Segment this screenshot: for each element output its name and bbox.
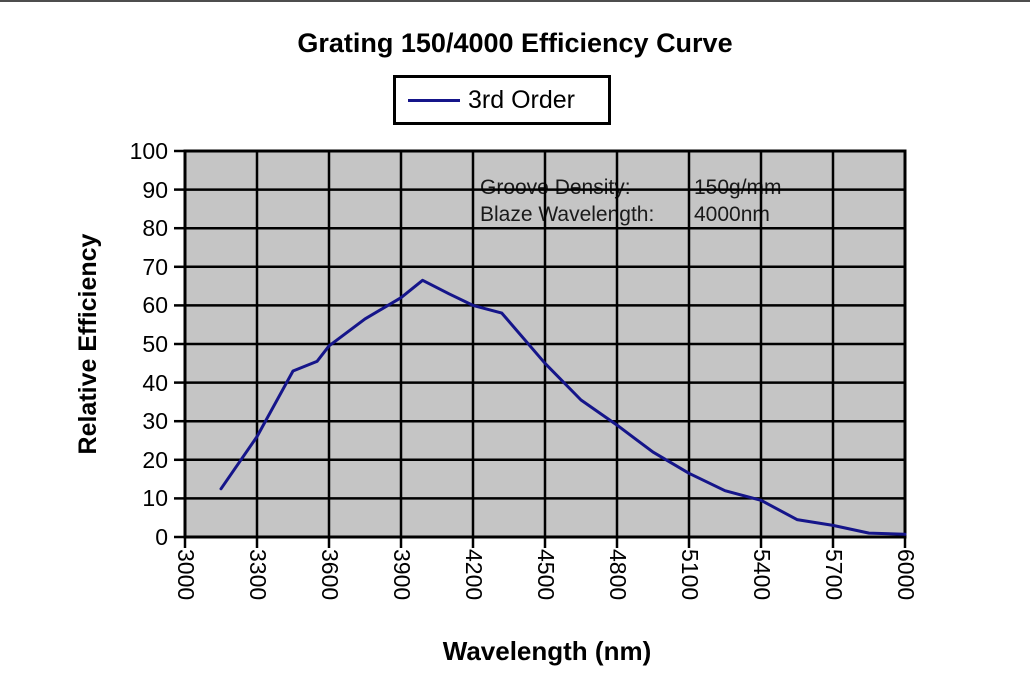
y-tick-label: 60 [142, 292, 168, 319]
y-tick-label: 90 [142, 176, 168, 203]
x-tick-label: 4200 [461, 549, 487, 601]
y-tick-label: 50 [142, 331, 168, 357]
y-tick-label: 100 [129, 138, 168, 164]
y-tick-label: 80 [142, 215, 168, 242]
y-tick-label: 20 [142, 446, 168, 473]
x-tick-label: 3000 [173, 549, 199, 601]
efficiency-curve [219, 278, 907, 536]
y-tick-label: 10 [142, 485, 168, 512]
annotation-value: 150g/mm [694, 176, 782, 199]
y-tick-label: 70 [142, 253, 168, 280]
y-tick-label: 0 [155, 524, 168, 550]
chart-title: Grating 150/4000 Efficiency Curve [297, 28, 733, 58]
x-tick-label: 6000 [893, 549, 919, 601]
x-tick-label: 3600 [317, 549, 343, 601]
x-tick-label: 3300 [245, 549, 271, 601]
x-tick-label: 4800 [605, 549, 631, 601]
plot-border [183, 149, 907, 539]
legend-line-sample-icon [408, 98, 460, 102]
legend-entry-label: 3rd Order [468, 85, 575, 114]
x-tick-label: 5400 [749, 549, 775, 601]
x-tick-label: 3900 [389, 549, 415, 601]
annotation-value: 4000nm [694, 203, 770, 226]
x-tick-label: 5100 [677, 549, 703, 601]
y-axis-title: Relative Efficiency [74, 233, 102, 455]
x-axis-title: Wavelength (nm) [442, 636, 652, 666]
x-tick-label: 5700 [821, 549, 847, 601]
x-tick-label: 4500 [533, 549, 559, 601]
y-tick-label: 30 [142, 408, 168, 435]
y-tick-label: 40 [142, 369, 168, 396]
legend: 3rd Order [393, 75, 611, 125]
annotation-label: Groove Density: [480, 176, 631, 199]
annotation-label: Blaze Wavelength: [480, 203, 654, 226]
